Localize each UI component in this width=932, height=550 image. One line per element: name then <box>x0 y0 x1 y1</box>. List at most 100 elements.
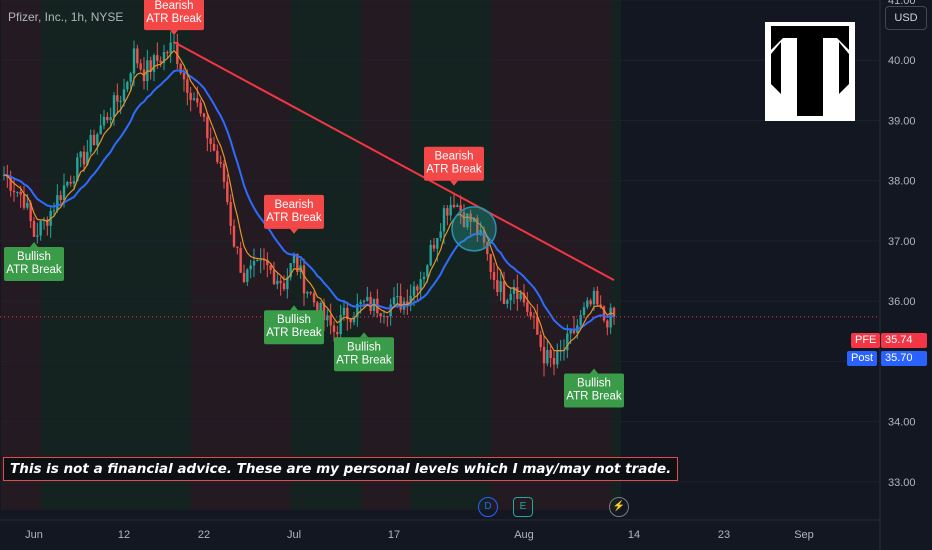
candle-body <box>569 329 572 334</box>
signal-label-box <box>264 310 324 345</box>
candle-body <box>86 151 89 165</box>
candle-body <box>39 220 42 236</box>
events-bolt-icon[interactable]: ⚡ <box>609 497 629 517</box>
candle-body <box>76 157 79 182</box>
candle-body <box>499 281 502 293</box>
candle-body <box>386 316 389 318</box>
candle-body <box>536 316 539 335</box>
signal-label-pointer <box>450 180 458 186</box>
candle-body <box>282 283 286 290</box>
candle-body <box>246 269 249 282</box>
candle-body <box>519 293 522 300</box>
candle-body <box>149 60 152 72</box>
x-tick-label: 22 <box>198 529 210 541</box>
candle-body <box>96 134 99 146</box>
candle-body <box>466 213 469 228</box>
candle-body <box>346 307 349 320</box>
candle-body <box>349 319 352 323</box>
candle-body <box>339 315 342 335</box>
signal-label-text: ATR Break <box>336 354 392 366</box>
candle-body <box>532 316 536 318</box>
candle-body <box>132 48 136 74</box>
signal-label-text: ATR Break <box>566 390 622 402</box>
candle-body <box>266 259 269 266</box>
candle-body <box>259 259 262 261</box>
candle-body <box>326 315 329 321</box>
candle-body <box>152 55 156 72</box>
candle-body <box>12 190 16 193</box>
candle-body <box>72 181 76 184</box>
candle-body <box>222 163 226 182</box>
x-tick-label: Sep <box>794 529 814 541</box>
signal-label-text: Bearish <box>435 151 474 163</box>
candle-body <box>99 125 102 135</box>
x-tick-label: 12 <box>118 529 130 541</box>
candle-body <box>112 95 116 118</box>
candle-body <box>22 194 26 208</box>
candle-body <box>189 92 192 100</box>
candle-body <box>316 302 319 316</box>
candle-body <box>126 81 129 90</box>
candle-body <box>432 244 436 249</box>
candle-body <box>139 63 142 70</box>
last-price-badge: 35.74 <box>881 333 927 348</box>
candle-body <box>606 320 609 328</box>
candle-body <box>436 237 439 249</box>
post-price-badge: 35.70 <box>881 351 927 366</box>
signal-label-pointer <box>290 228 298 234</box>
candle-body <box>456 205 459 208</box>
y-tick-label: 40.00 <box>888 55 916 67</box>
signal-label-text: ATR Break <box>266 212 322 224</box>
candle-body <box>62 185 66 200</box>
candle-body <box>239 247 242 273</box>
symbol-title[interactable]: Pfizer, Inc., 1h, NYSE <box>8 10 124 24</box>
candle-body <box>539 334 542 348</box>
candle-body <box>279 280 282 284</box>
candle-body <box>249 265 252 270</box>
signal-label-pointer <box>170 30 178 36</box>
disclaimer-note: This is not a financial advice. These ar… <box>3 457 679 481</box>
y-tick-label: 33.00 <box>888 477 916 489</box>
candle-body <box>352 317 356 323</box>
candle-body <box>602 306 606 321</box>
candle-body <box>556 350 559 365</box>
y-tick-label: 36.00 <box>888 296 916 308</box>
signal-label-box <box>424 146 484 181</box>
candle-body <box>492 271 496 281</box>
signal-label-box <box>564 373 624 408</box>
y-tick-label: 38.00 <box>888 176 916 188</box>
signal-label-text: ATR Break <box>6 264 62 276</box>
signal-label-box <box>264 194 324 229</box>
candle-body <box>36 235 39 237</box>
candle-body <box>502 281 506 304</box>
earnings-icon[interactable]: E <box>513 497 533 517</box>
candle-body <box>366 296 369 301</box>
candle-body <box>196 98 199 103</box>
candle-body <box>406 301 409 306</box>
candle-body <box>89 134 92 152</box>
candle-body <box>612 307 616 317</box>
signal-zone-7 <box>491 0 611 510</box>
candle-body <box>306 292 309 294</box>
x-tick-label: Aug <box>514 529 534 541</box>
candle-body <box>176 41 179 64</box>
candle-body <box>229 202 232 226</box>
candle-body <box>82 151 86 165</box>
candle-body <box>549 350 552 359</box>
signal-label-box <box>144 0 204 31</box>
candle-body <box>476 217 479 235</box>
currency-button[interactable]: USD <box>885 6 927 30</box>
candle-body <box>459 205 462 213</box>
dividends-icon[interactable]: D <box>478 497 498 517</box>
candle-body <box>29 202 32 221</box>
candle-body <box>399 295 402 310</box>
candle-body <box>179 63 182 74</box>
candle-body <box>156 55 159 61</box>
candle-body <box>192 98 196 100</box>
x-tick-label: 17 <box>388 529 400 541</box>
signal-label-pointer <box>290 305 298 311</box>
candle-body <box>512 287 516 294</box>
candle-body <box>79 151 82 158</box>
candle-body <box>46 219 49 226</box>
